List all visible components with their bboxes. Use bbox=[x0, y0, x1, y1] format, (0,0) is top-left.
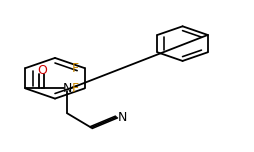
Text: F: F bbox=[71, 82, 78, 95]
Text: N: N bbox=[62, 82, 72, 95]
Text: F: F bbox=[71, 62, 78, 75]
Text: O: O bbox=[37, 64, 47, 77]
Text: N: N bbox=[117, 111, 127, 124]
